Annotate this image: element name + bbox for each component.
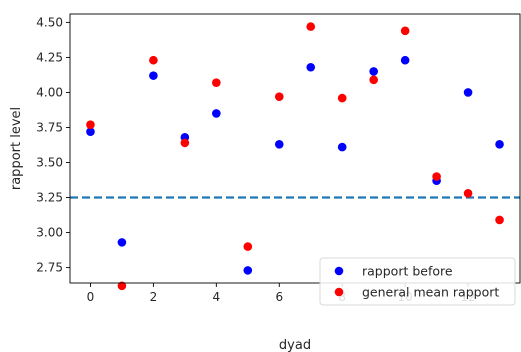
data-point-s1-5 (243, 242, 253, 251)
y-tick-label: 4.50 (36, 15, 63, 29)
legend-label-0: rapport before (362, 264, 453, 279)
data-point-s1-8 (337, 93, 347, 103)
x-tick-label: 2 (150, 290, 158, 304)
data-point-s0-10 (400, 55, 410, 65)
data-point-s0-13 (495, 139, 504, 149)
y-tick-label: 3.25 (36, 191, 63, 205)
data-point-s1-9 (369, 75, 378, 85)
data-point-s1-13 (495, 215, 504, 225)
y-tick-label: 4.00 (36, 85, 63, 99)
data-point-s1-7 (306, 22, 316, 31)
axes: 0246810122.753.003.253.503.754.004.254.5… (36, 13, 521, 304)
y-tick-label: 4.25 (36, 50, 63, 64)
data-point-s0-12 (463, 88, 473, 97)
data-point-s1-2 (149, 55, 158, 65)
plot-area (70, 22, 520, 291)
y-axis-label: rapport level (9, 107, 24, 190)
legend-marker-0 (334, 266, 344, 276)
legend-box (319, 257, 516, 306)
data-point-s1-0 (86, 120, 95, 129)
legend-marker-1 (334, 287, 344, 297)
data-point-s1-3 (180, 138, 190, 148)
data-point-s0-6 (274, 139, 284, 149)
x-axis-label: dyad (279, 338, 311, 352)
data-point-s0-5 (243, 266, 253, 275)
data-point-s0-9 (369, 67, 378, 76)
y-tick-label: 3.50 (36, 156, 63, 170)
data-point-s1-6 (274, 92, 284, 101)
x-tick-label: 4 (213, 290, 221, 304)
data-point-s0-8 (337, 142, 347, 152)
x-tick-label: 0 (87, 290, 95, 304)
legend: rapport before general mean rapport (319, 257, 516, 306)
data-point-s0-0 (86, 127, 95, 136)
data-point-s1-12 (463, 189, 473, 198)
data-point-s1-10 (400, 26, 410, 36)
y-tick-label: 3.75 (36, 120, 63, 134)
plot-frame (69, 13, 521, 284)
x-tick-label: 6 (275, 290, 283, 304)
y-tick-label: 3.00 (36, 226, 63, 240)
data-point-s0-4 (212, 109, 221, 118)
legend-label-1: general mean rapport (362, 285, 499, 300)
y-tick-label: 2.75 (36, 261, 63, 275)
data-point-s0-7 (306, 62, 316, 72)
data-point-s1-4 (212, 78, 221, 87)
data-point-s0-1 (117, 238, 127, 247)
data-point-s1-1 (117, 281, 127, 291)
data-point-s0-2 (149, 71, 158, 80)
data-point-s1-11 (432, 172, 441, 181)
